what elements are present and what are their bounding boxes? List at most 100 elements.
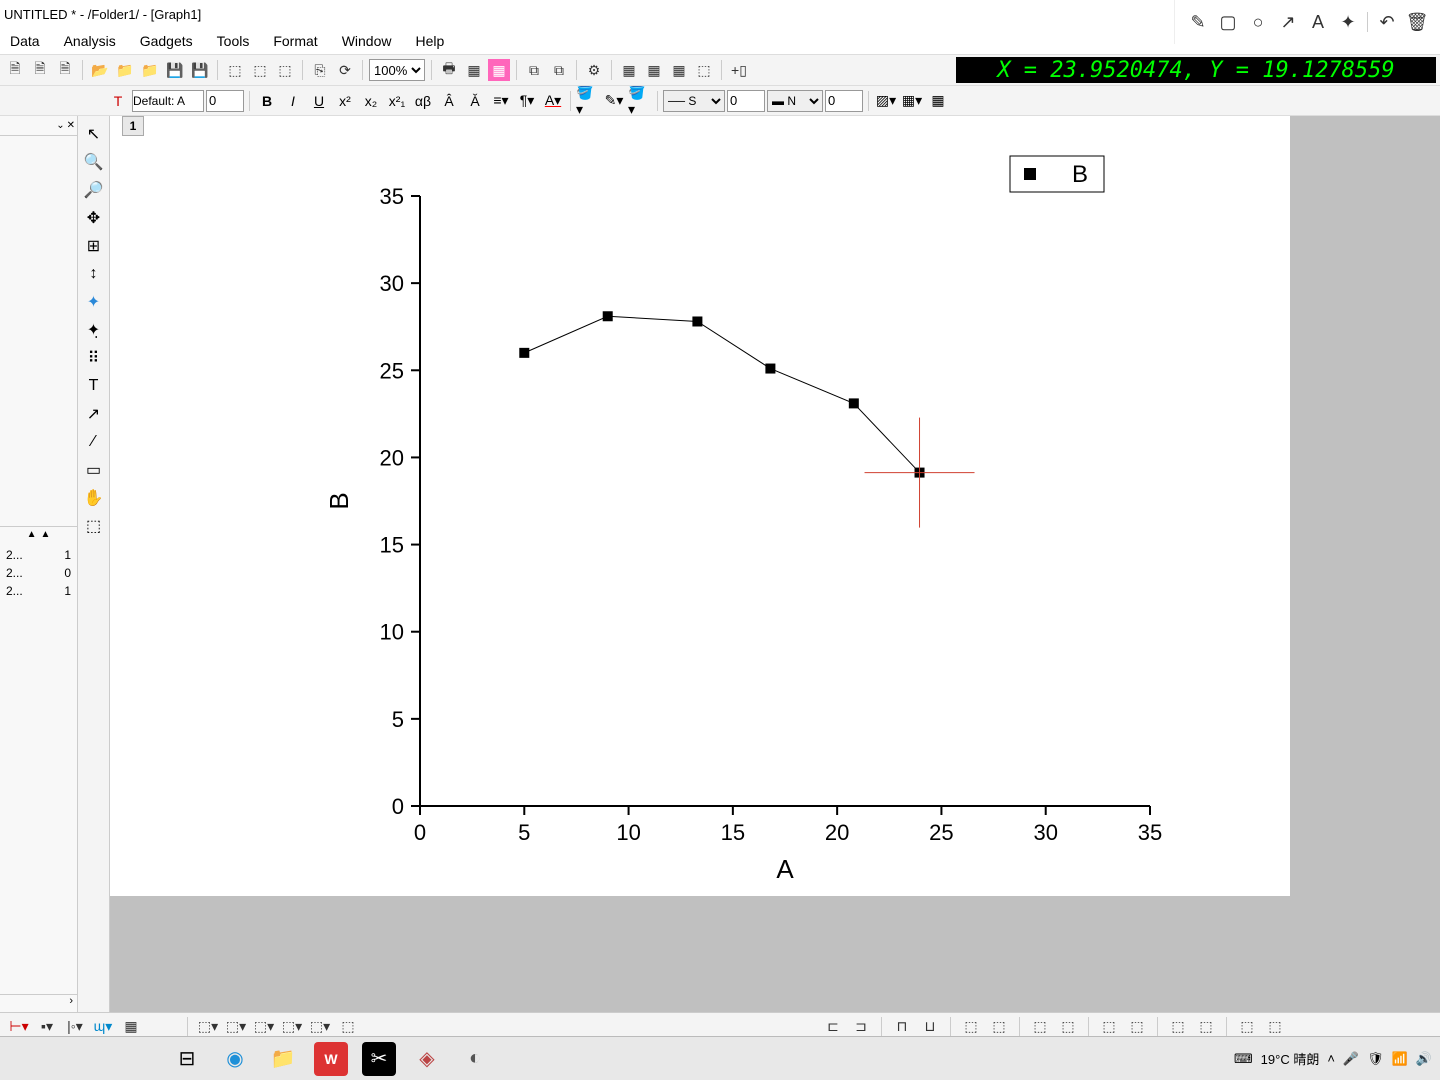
text-icon[interactable]: T xyxy=(82,374,106,398)
b6-icon[interactable]: ⬚ xyxy=(337,1016,359,1038)
pan-icon[interactable]: ✥ xyxy=(82,206,106,230)
scroll-up-icon[interactable]: ▲ xyxy=(27,529,37,540)
plot-3d-icon[interactable]: ▦ xyxy=(120,1016,142,1038)
fill2-icon[interactable]: 🪣▾ xyxy=(628,90,652,112)
tray-security-icon[interactable]: 🛡 xyxy=(1367,1051,1384,1067)
b5-icon[interactable]: ⬚▾ xyxy=(309,1016,331,1038)
list-item[interactable]: 2...0 xyxy=(2,564,75,582)
pink-icon[interactable]: ▦ xyxy=(488,59,510,81)
folder2-icon[interactable]: 📁 xyxy=(114,59,136,81)
pointer-icon[interactable]: ↖ xyxy=(82,122,106,146)
plot-scatter-icon[interactable]: ▪▾ xyxy=(36,1016,58,1038)
font-color-icon[interactable]: A▾ xyxy=(541,90,565,112)
menu-help[interactable]: Help xyxy=(407,31,452,51)
fill-color-icon[interactable]: 🪣▾ xyxy=(576,90,600,112)
import3-icon[interactable]: ⬚ xyxy=(274,59,296,81)
font-size-input[interactable] xyxy=(206,90,244,112)
trash-icon[interactable]: 🗑 xyxy=(1406,11,1428,33)
b4-icon[interactable]: ⬚▾ xyxy=(281,1016,303,1038)
new2-icon[interactable]: 🗎 xyxy=(29,59,51,81)
scroll-up2-icon[interactable]: ▲ xyxy=(41,529,51,540)
task-app1-icon[interactable]: ◈ xyxy=(410,1042,444,1076)
task-capcut-icon[interactable]: ✂ xyxy=(362,1042,396,1076)
line-tool-icon[interactable]: ∕ xyxy=(82,430,106,454)
add-col-icon[interactable]: +▯ xyxy=(728,59,750,81)
data-reader-icon[interactable]: ✦ xyxy=(82,290,106,314)
magic-icon[interactable]: ✦ xyxy=(1337,11,1359,33)
greek-icon[interactable]: αβ xyxy=(411,90,435,112)
tray-weather[interactable]: 19°C 晴朗 xyxy=(1261,1049,1320,1068)
b2-icon[interactable]: ⬚▾ xyxy=(225,1016,247,1038)
plot-col-icon[interactable]: ɰ▾ xyxy=(92,1016,114,1038)
align-l-icon[interactable]: ⊏ xyxy=(822,1016,844,1038)
slide-icon[interactable]: ▦ xyxy=(463,59,485,81)
panel-dropdown-icon[interactable]: ⌄ xyxy=(56,120,64,131)
plot-line-icon[interactable]: ⊢▾ xyxy=(8,1016,30,1038)
new3-icon[interactable]: 🗎 xyxy=(54,59,76,81)
menu-gadgets[interactable]: Gadgets xyxy=(132,31,201,51)
import1-icon[interactable]: ⬚ xyxy=(224,59,246,81)
pencil-icon[interactable]: ✎ xyxy=(1187,11,1209,33)
arrow-icon[interactable]: ↗ xyxy=(1277,11,1299,33)
tray-chevron-icon[interactable]: ˄ xyxy=(1327,1051,1335,1066)
align-r-icon[interactable]: ⊐ xyxy=(850,1016,872,1038)
mask-icon[interactable]: ⠿ xyxy=(82,346,106,370)
italic-icon[interactable]: I xyxy=(281,90,305,112)
task-explorer-icon[interactable]: 📁 xyxy=(266,1042,300,1076)
folder3-icon[interactable]: 📁 xyxy=(139,59,161,81)
underline-icon[interactable]: U xyxy=(307,90,331,112)
sz1-icon[interactable]: ⬚ xyxy=(1167,1016,1189,1038)
line-color-icon[interactable]: ✎▾ xyxy=(602,90,626,112)
subscript-icon[interactable]: x₂ xyxy=(359,90,383,112)
grid1-icon[interactable]: ▦ xyxy=(618,59,640,81)
text-tool-icon[interactable]: T xyxy=(106,90,130,112)
grid3-icon[interactable]: ▦ xyxy=(668,59,690,81)
group-icon[interactable]: ⬚ xyxy=(1029,1016,1051,1038)
new-icon[interactable]: 🗎 xyxy=(4,59,26,81)
align-b-icon[interactable]: ⊔ xyxy=(919,1016,941,1038)
dup-icon[interactable]: ⧉ xyxy=(523,59,545,81)
dup2-icon[interactable]: ⧉ xyxy=(548,59,570,81)
arrow-tool-icon[interactable]: ↗ xyxy=(82,402,106,426)
layer-tab[interactable]: 1 xyxy=(122,116,144,136)
scroll-right-icon[interactable]: › xyxy=(69,995,73,1012)
sz3-icon[interactable]: ⬚ xyxy=(1236,1016,1258,1038)
dist-v-icon[interactable]: ⬚ xyxy=(988,1016,1010,1038)
front-icon[interactable]: ⬚ xyxy=(1098,1016,1120,1038)
ungroup-icon[interactable]: ⬚ xyxy=(1057,1016,1079,1038)
list-item[interactable]: 2...1 xyxy=(2,546,75,564)
tray-mic-icon[interactable]: 🎤 xyxy=(1343,1051,1359,1067)
back-icon[interactable]: ⬚ xyxy=(1126,1016,1148,1038)
roi-icon[interactable]: ⬚ xyxy=(82,514,106,538)
merge-icon[interactable]: ▦ xyxy=(926,90,950,112)
zoom-select[interactable]: 100% xyxy=(369,59,425,81)
circle-icon[interactable]: ○ xyxy=(1247,11,1269,33)
tray-volume-icon[interactable]: 🔊 xyxy=(1416,1051,1432,1067)
grid2-icon[interactable]: ▦ xyxy=(643,59,665,81)
undo-icon[interactable]: ↶ xyxy=(1376,11,1398,33)
line-style-select[interactable]: ── S xyxy=(663,90,725,112)
zoom-out-icon[interactable]: 🔎 xyxy=(82,178,106,202)
menu-analysis[interactable]: Analysis xyxy=(56,31,124,51)
task-origin-icon[interactable]: ◐ xyxy=(458,1042,492,1076)
fill-pattern-select[interactable]: ▬ N xyxy=(767,90,823,112)
zoom-in-icon[interactable]: 🔍 xyxy=(82,150,106,174)
font-dec-icon[interactable]: Ǎ xyxy=(463,90,487,112)
superscript-icon[interactable]: x² xyxy=(333,90,357,112)
sz4-icon[interactable]: ⬚ xyxy=(1264,1016,1286,1038)
copy-icon[interactable]: ⎘ xyxy=(309,59,331,81)
menu-tools[interactable]: Tools xyxy=(209,31,258,51)
fill-val-input[interactable] xyxy=(825,90,863,112)
save2-icon[interactable]: 💾 xyxy=(189,59,211,81)
task-edge-icon[interactable]: ◉ xyxy=(218,1042,252,1076)
task-wps-icon[interactable]: W xyxy=(314,1042,348,1076)
align-t-icon[interactable]: ⊓ xyxy=(891,1016,913,1038)
tray-kb-icon[interactable]: ⌨ xyxy=(1234,1051,1253,1067)
sz2-icon[interactable]: ⬚ xyxy=(1195,1016,1217,1038)
hand-icon[interactable]: ✋ xyxy=(82,486,106,510)
b3-icon[interactable]: ⬚▾ xyxy=(253,1016,275,1038)
dist-h-icon[interactable]: ⬚ xyxy=(960,1016,982,1038)
table-icon[interactable]: ▦▾ xyxy=(900,90,924,112)
supersub-icon[interactable]: x²₁ xyxy=(385,90,409,112)
tree-icon[interactable]: ⚙ xyxy=(583,59,605,81)
